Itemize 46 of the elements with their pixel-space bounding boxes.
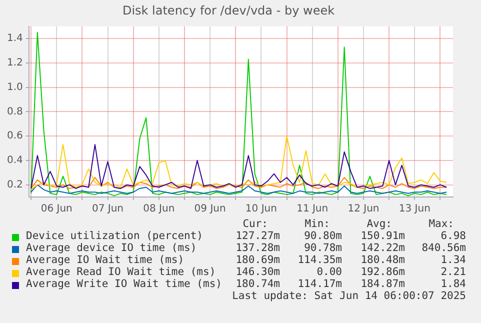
text: 2.21 xyxy=(440,266,466,278)
text: Last update: Sat Jun 14 06:00:07 2025 xyxy=(232,290,466,302)
text: Cur: xyxy=(242,218,268,230)
legend-label: Average Write IO Wait time (ms) xyxy=(26,278,222,290)
text: 840.56m xyxy=(422,242,466,254)
legend-label: Average Read IO Wait time (ms) xyxy=(26,266,216,278)
text: 192.86m xyxy=(360,266,405,278)
text: 127.27m xyxy=(236,230,280,242)
text: 150.91m xyxy=(360,230,405,242)
text: Min: xyxy=(304,218,330,230)
text: 1.84 xyxy=(440,278,466,290)
x-tick-label: 07 Jun xyxy=(92,204,124,215)
text: 180.69m xyxy=(236,254,280,266)
text: 184.87m xyxy=(360,278,405,290)
text: 90.78m xyxy=(304,242,342,254)
text: 137.28m xyxy=(236,242,280,254)
text: 142.22m xyxy=(360,242,405,254)
text: Avg: xyxy=(366,218,392,230)
x-tick-label: 12 Jun xyxy=(348,204,380,215)
chart-title: Disk latency for /dev/vda - by week xyxy=(122,3,335,18)
x-tick-label: 10 Jun xyxy=(245,204,277,215)
text: 0.00 xyxy=(316,266,342,278)
x-tick-label: 08 Jun xyxy=(143,204,175,215)
y-tick-label: 0.6 xyxy=(6,130,23,142)
text: 146.30m xyxy=(236,266,280,278)
y-tick-label: 0.4 xyxy=(6,155,23,166)
y-tick-label: 0.2 xyxy=(6,179,23,190)
text: 114.35m xyxy=(298,254,342,266)
x-tick-label: 13 Jun xyxy=(398,204,430,215)
legend-label: Average IO Wait time (ms) xyxy=(26,254,184,266)
y-tick-label: 0.8 xyxy=(6,106,23,118)
text: 114.17m xyxy=(298,278,342,290)
text: Max: xyxy=(428,218,454,230)
text: 1.34 xyxy=(440,254,466,266)
y-tick-label: 1.2 xyxy=(6,58,23,69)
text: 90.80m xyxy=(304,230,342,242)
text: 6.98 xyxy=(440,230,466,242)
x-tick-label: 06 Jun xyxy=(40,204,72,215)
x-tick-label: 11 Jun xyxy=(296,204,328,215)
text: 180.48m xyxy=(360,254,405,266)
text: 180.74m xyxy=(236,278,280,290)
x-tick-label: 09 Jun xyxy=(194,204,226,215)
y-tick-label: 1.0 xyxy=(6,82,23,93)
legend-label: Average device IO time (ms) xyxy=(26,242,197,254)
legend-label: Device utilization (percent) xyxy=(26,230,204,242)
y-tick-label: 1.4 xyxy=(6,33,23,44)
